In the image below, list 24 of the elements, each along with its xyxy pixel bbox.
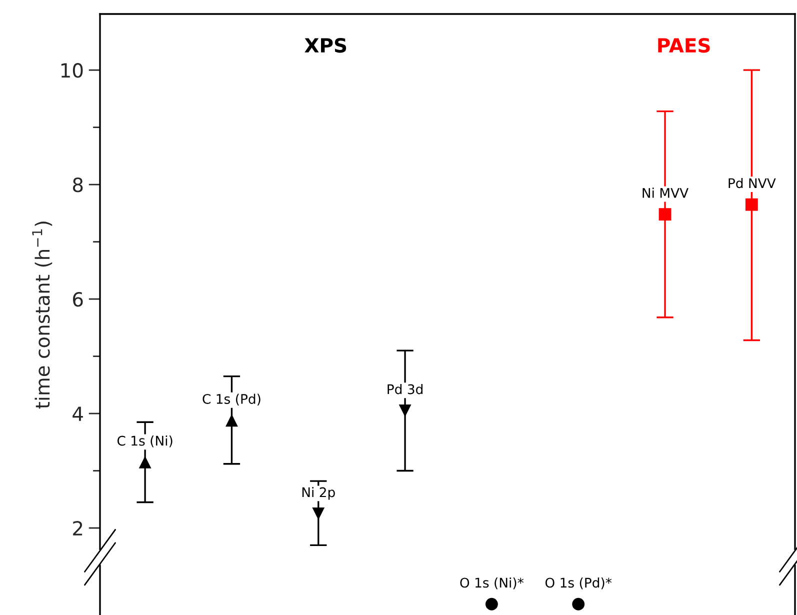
point bbox=[572, 598, 585, 610]
series-label: Pd 3d bbox=[388, 384, 422, 394]
point bbox=[312, 507, 325, 520]
point bbox=[745, 198, 758, 211]
point bbox=[485, 598, 498, 610]
point bbox=[138, 456, 152, 468]
y-tick-label: 10 bbox=[61, 63, 83, 78]
y-tick-label: 8 bbox=[72, 178, 83, 192]
point bbox=[658, 208, 672, 221]
y-axis-title: time constant (h$^{−1}$) bbox=[32, 222, 52, 409]
y-tick-label: 2 bbox=[73, 520, 82, 536]
series-label: Ni 2p bbox=[302, 487, 335, 500]
y-tick-label: 6 bbox=[73, 292, 83, 307]
annotation: PAES bbox=[658, 38, 710, 53]
series-label: Ni MVV bbox=[642, 188, 688, 198]
annotation: XPS bbox=[304, 38, 346, 53]
point bbox=[398, 404, 412, 417]
point bbox=[226, 414, 238, 427]
series-label: O 1s (Pd)* bbox=[545, 577, 612, 590]
y-tick-label: 4 bbox=[72, 406, 83, 421]
series-label: C 1s (Pd) bbox=[202, 394, 260, 406]
series-label: C 1s (Ni) bbox=[117, 436, 172, 448]
series-label: Pd NVV bbox=[728, 178, 776, 188]
series-label: O 1s (Ni)* bbox=[460, 577, 524, 590]
